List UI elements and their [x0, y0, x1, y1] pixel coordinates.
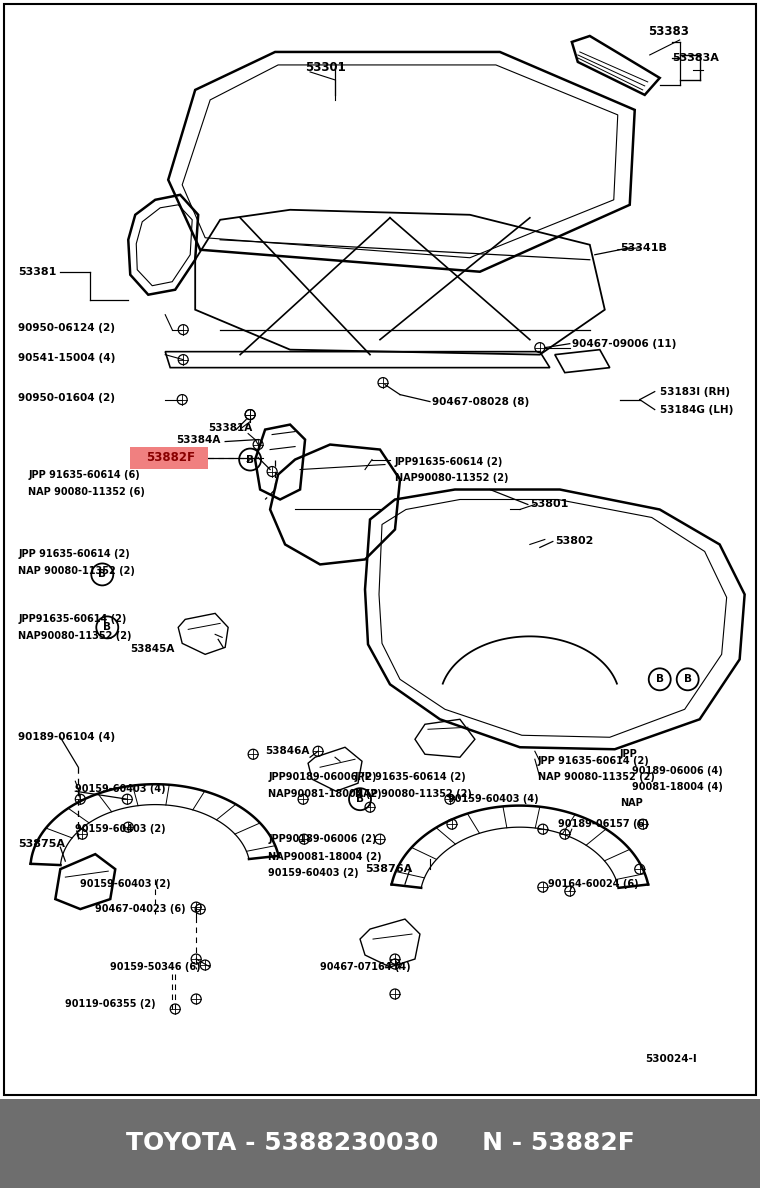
Text: 90164-60024 (6): 90164-60024 (6) — [548, 879, 638, 889]
Text: 53882F: 53882F — [146, 451, 195, 465]
Text: 90950-06124 (2): 90950-06124 (2) — [18, 323, 116, 333]
Text: 90159-60403 (2): 90159-60403 (2) — [81, 879, 171, 889]
Text: 90467-04023 (6): 90467-04023 (6) — [95, 904, 186, 914]
Text: 90159-60403 (4): 90159-60403 (4) — [448, 795, 539, 804]
Text: 90119-06355 (2): 90119-06355 (2) — [65, 999, 156, 1009]
Text: 90467-09006 (11): 90467-09006 (11) — [572, 339, 676, 348]
Text: 53301: 53301 — [305, 62, 346, 75]
Text: 90189-06104 (4): 90189-06104 (4) — [18, 732, 116, 742]
Text: NAP 90080-11352 (6): NAP 90080-11352 (6) — [28, 487, 145, 497]
Text: 53184G (LH): 53184G (LH) — [660, 405, 733, 415]
Text: TOYOTA - 5388230030     N - 53882F: TOYOTA - 5388230030 N - 53882F — [125, 1131, 635, 1156]
Text: 90159-60403 (2): 90159-60403 (2) — [75, 824, 166, 834]
Text: 90189-06157 (6): 90189-06157 (6) — [558, 820, 648, 829]
Text: 53876A: 53876A — [365, 864, 412, 874]
Text: 90159-60403 (2): 90159-60403 (2) — [268, 868, 359, 878]
Text: 530024-I: 530024-I — [644, 1054, 696, 1064]
Text: 53845A: 53845A — [130, 644, 175, 655]
Bar — [130, 447, 208, 468]
Text: 53341B: 53341B — [619, 242, 667, 253]
Text: JPP 91635-60614 (2): JPP 91635-60614 (2) — [355, 772, 467, 782]
Text: 90467-08028 (8): 90467-08028 (8) — [432, 397, 529, 406]
Text: NAP 90080-11352 (2): NAP 90080-11352 (2) — [18, 567, 135, 576]
Text: NAP90081-18004 (2): NAP90081-18004 (2) — [268, 852, 382, 862]
Text: NAP90080-11352 (2): NAP90080-11352 (2) — [395, 473, 508, 482]
Text: 90467-07164 (4): 90467-07164 (4) — [320, 962, 410, 972]
Text: 90189-06006 (4): 90189-06006 (4) — [632, 766, 723, 776]
Text: JPP: JPP — [619, 750, 638, 759]
Text: 53802: 53802 — [555, 537, 594, 546]
Text: B: B — [103, 623, 111, 632]
Text: B: B — [356, 795, 364, 804]
Text: B: B — [656, 675, 663, 684]
Text: JPP 91635-60614 (2): JPP 91635-60614 (2) — [538, 757, 650, 766]
Text: 90159-50346 (6): 90159-50346 (6) — [110, 962, 201, 972]
Text: JPP90189-06006 (2): JPP90189-06006 (2) — [268, 772, 377, 782]
Text: NAP90081-18004 (2): NAP90081-18004 (2) — [268, 789, 382, 800]
Text: 53381: 53381 — [18, 267, 57, 277]
Text: JPP 91635-60614 (6): JPP 91635-60614 (6) — [28, 469, 140, 480]
Text: JPP90189-06006 (2): JPP90189-06006 (2) — [268, 834, 377, 845]
Text: 53381A: 53381A — [208, 423, 252, 432]
Text: NAP 90080-11352 (2): NAP 90080-11352 (2) — [538, 772, 654, 782]
Text: NAP 90080-11352 (2): NAP 90080-11352 (2) — [355, 789, 472, 800]
Text: 53801: 53801 — [530, 499, 568, 510]
Text: 53383A: 53383A — [672, 53, 719, 63]
Text: NAP: NAP — [619, 798, 642, 808]
Text: JPP 91635-60614 (2): JPP 91635-60614 (2) — [18, 549, 130, 560]
Text: 90541-15004 (4): 90541-15004 (4) — [18, 353, 116, 362]
Text: 53384A: 53384A — [176, 435, 220, 444]
Text: B: B — [246, 455, 254, 465]
Text: 53383: 53383 — [648, 25, 689, 38]
Text: 53875A: 53875A — [18, 839, 65, 849]
Text: 90081-18004 (4): 90081-18004 (4) — [632, 782, 723, 792]
Text: 53846A: 53846A — [265, 746, 309, 757]
Text: JPP91635-60614 (2): JPP91635-60614 (2) — [18, 614, 127, 625]
Text: NAP90080-11352 (2): NAP90080-11352 (2) — [18, 631, 132, 642]
Text: JPP91635-60614 (2): JPP91635-60614 (2) — [395, 456, 503, 467]
Text: B: B — [98, 569, 106, 580]
Text: B: B — [684, 675, 692, 684]
Text: 90950-01604 (2): 90950-01604 (2) — [18, 392, 116, 403]
Text: 90159-60403 (4): 90159-60403 (4) — [75, 784, 166, 795]
Text: 53183I (RH): 53183I (RH) — [660, 386, 730, 397]
